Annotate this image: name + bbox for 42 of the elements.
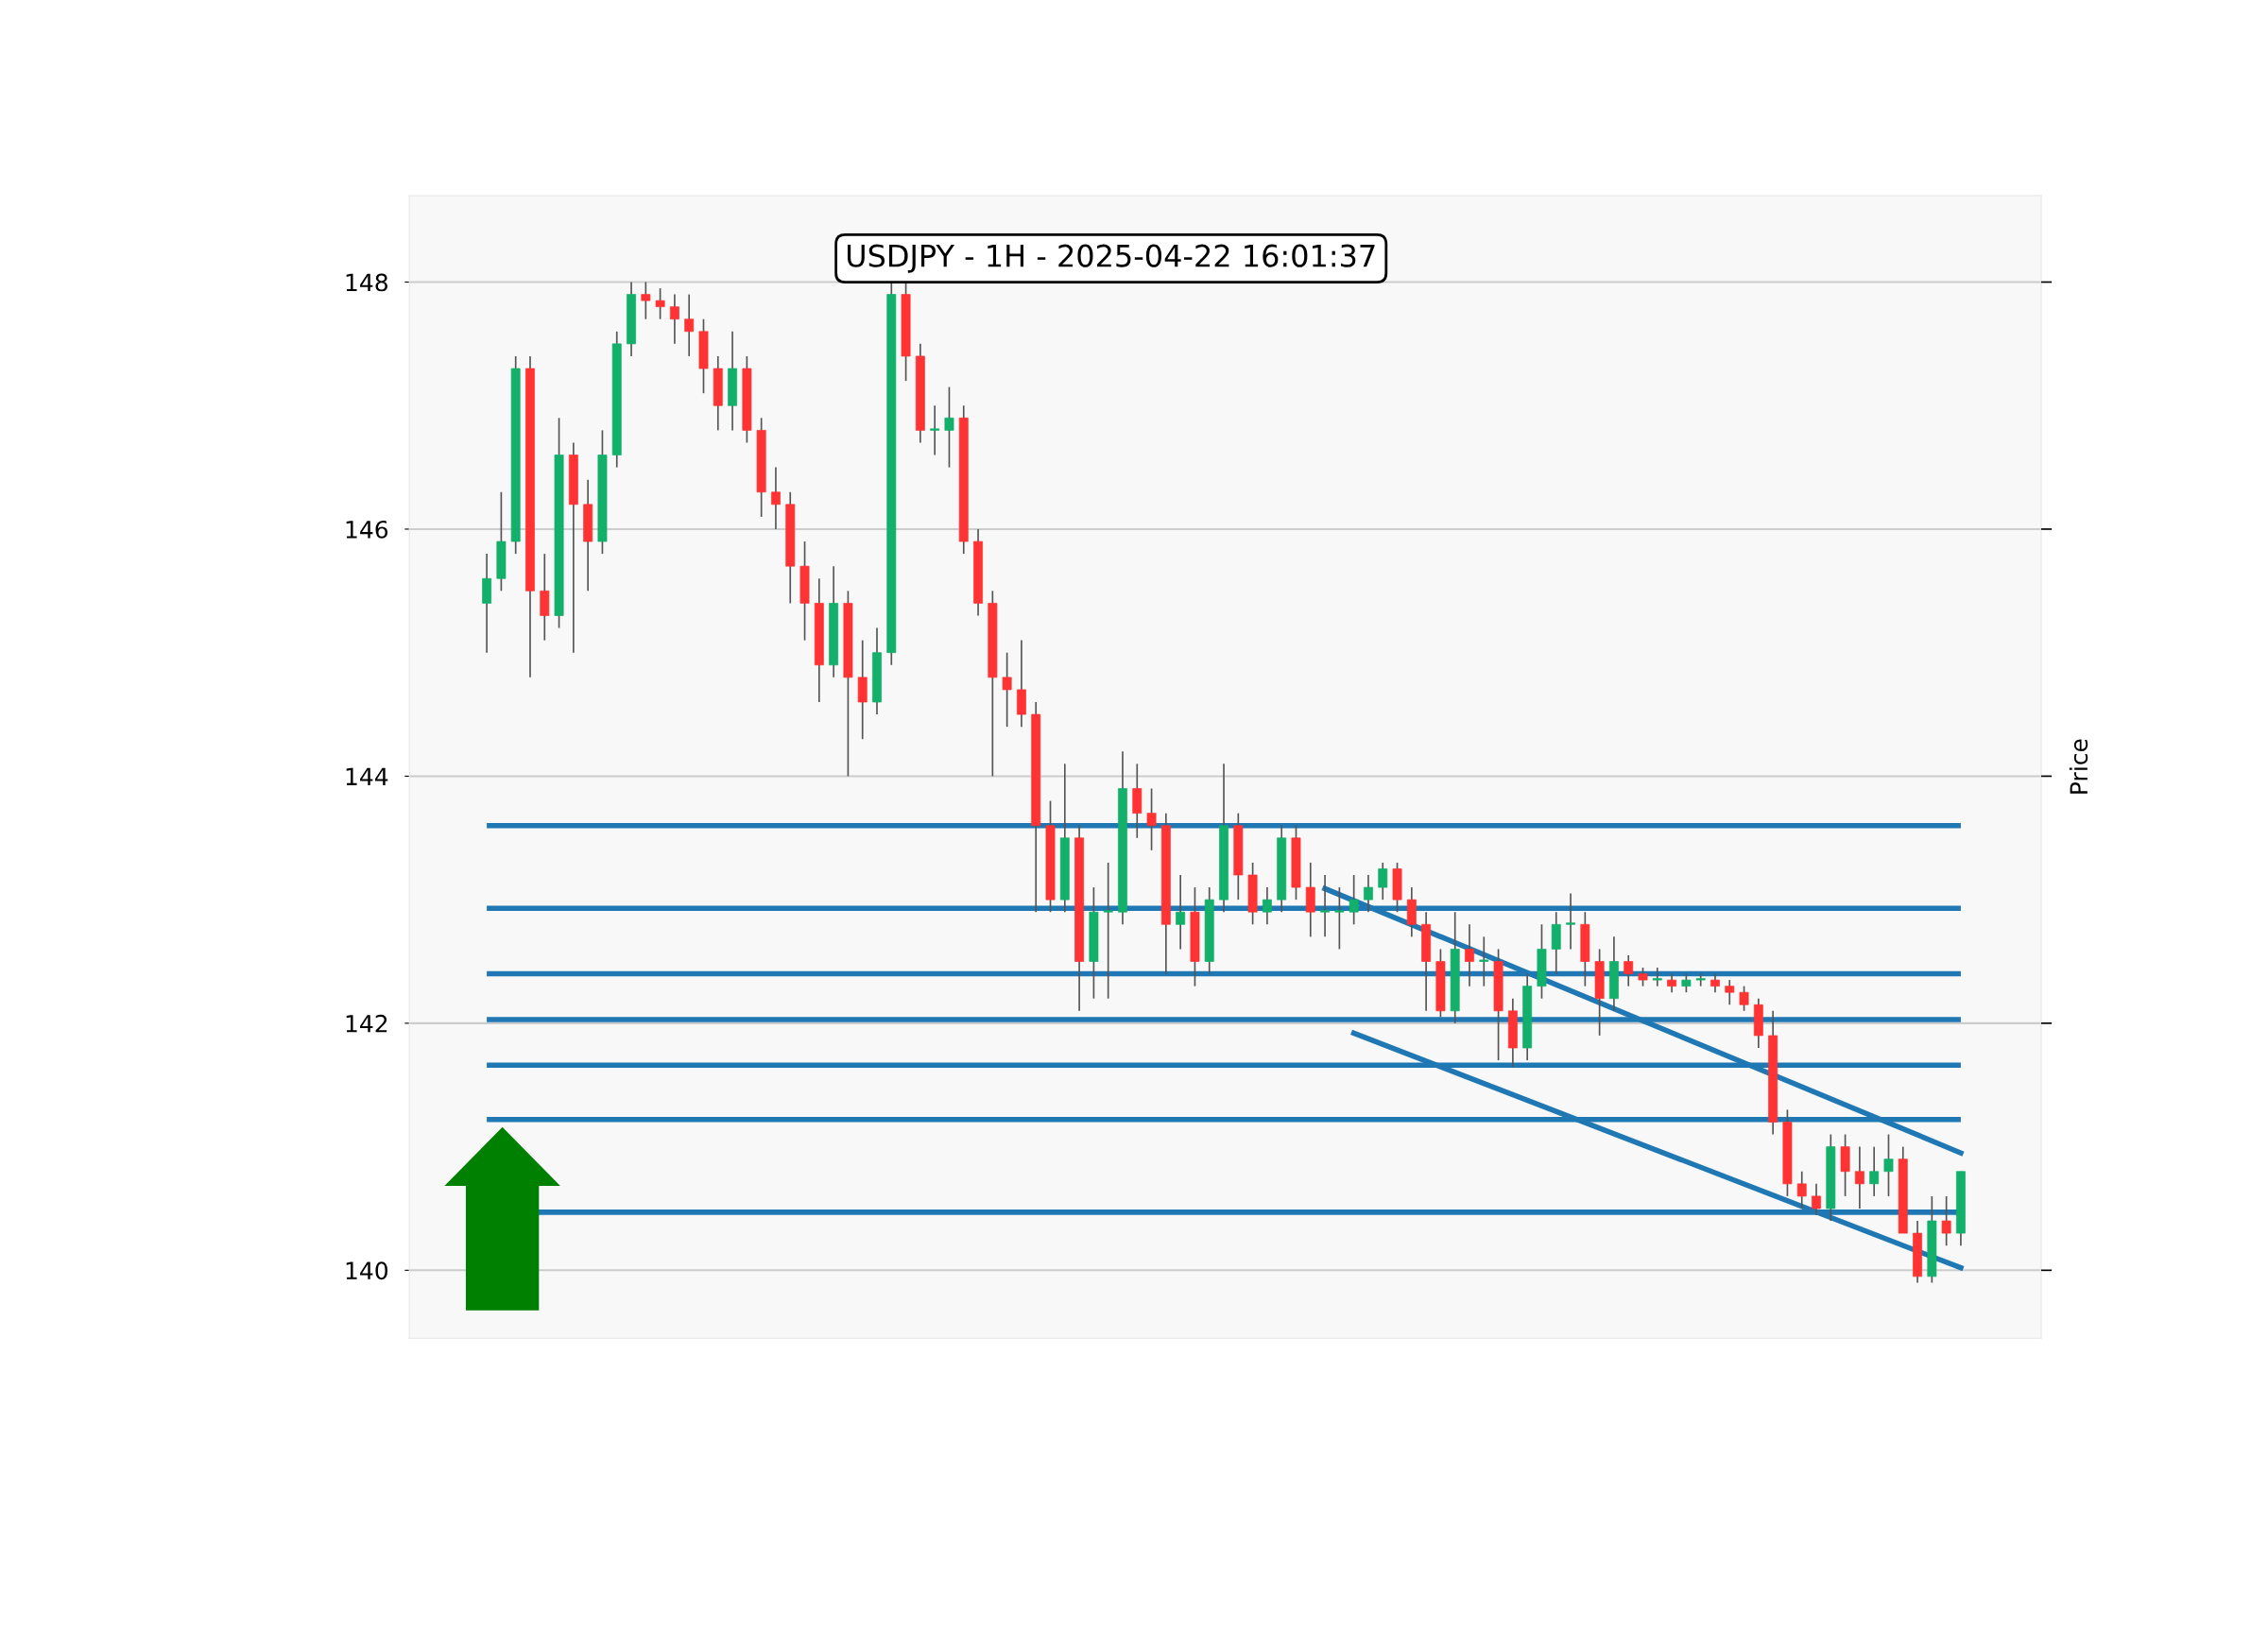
y-tick-label: 146 (346, 520, 388, 539)
candlestick (1176, 874, 1186, 951)
candlestick (1103, 862, 1113, 1000)
candlestick (1710, 972, 1720, 994)
y-tick-label: 144 (346, 767, 388, 785)
candlestick (1146, 787, 1157, 851)
candlestick (1349, 874, 1359, 926)
y-tick-label: 142 (346, 1014, 387, 1033)
candlestick (655, 287, 665, 320)
candlestick (1320, 874, 1331, 938)
candlestick (1883, 1133, 1894, 1197)
candlestick (1869, 1145, 1880, 1197)
candlestick (944, 386, 954, 469)
candlestick (1854, 1145, 1864, 1210)
candlestick (930, 404, 940, 456)
candlestick (684, 293, 695, 357)
candlestick (1378, 862, 1388, 901)
candlestick (669, 293, 679, 345)
candlestick (1566, 892, 1575, 951)
candlestick (1364, 874, 1373, 914)
candlestick (1725, 979, 1735, 1006)
candlestick (1941, 1195, 1951, 1247)
candlestick (1667, 972, 1677, 994)
candlestick (771, 466, 781, 530)
candlestick (1624, 954, 1634, 987)
y2-axis-title: Price (2069, 739, 2088, 794)
candlestick (1695, 972, 1706, 987)
y-tick-label: 140 (346, 1261, 388, 1280)
candlestick (1262, 886, 1272, 926)
candlestick (1638, 967, 1648, 987)
candlestick (1681, 972, 1692, 994)
candlestick (1796, 1170, 1807, 1210)
candlestick (1812, 1182, 1821, 1216)
candlestick (1465, 923, 1474, 987)
y-tick-label: 148 (346, 273, 387, 292)
candlestick (1002, 651, 1012, 728)
text: USDJPY - 1H - 2025-04-22 16:01:37 (847, 244, 1375, 273)
candlestick (1479, 935, 1489, 987)
candlestick (1652, 967, 1662, 987)
candlestick (1739, 985, 1749, 1012)
candlestick (641, 281, 651, 320)
candlestick (1334, 886, 1345, 951)
